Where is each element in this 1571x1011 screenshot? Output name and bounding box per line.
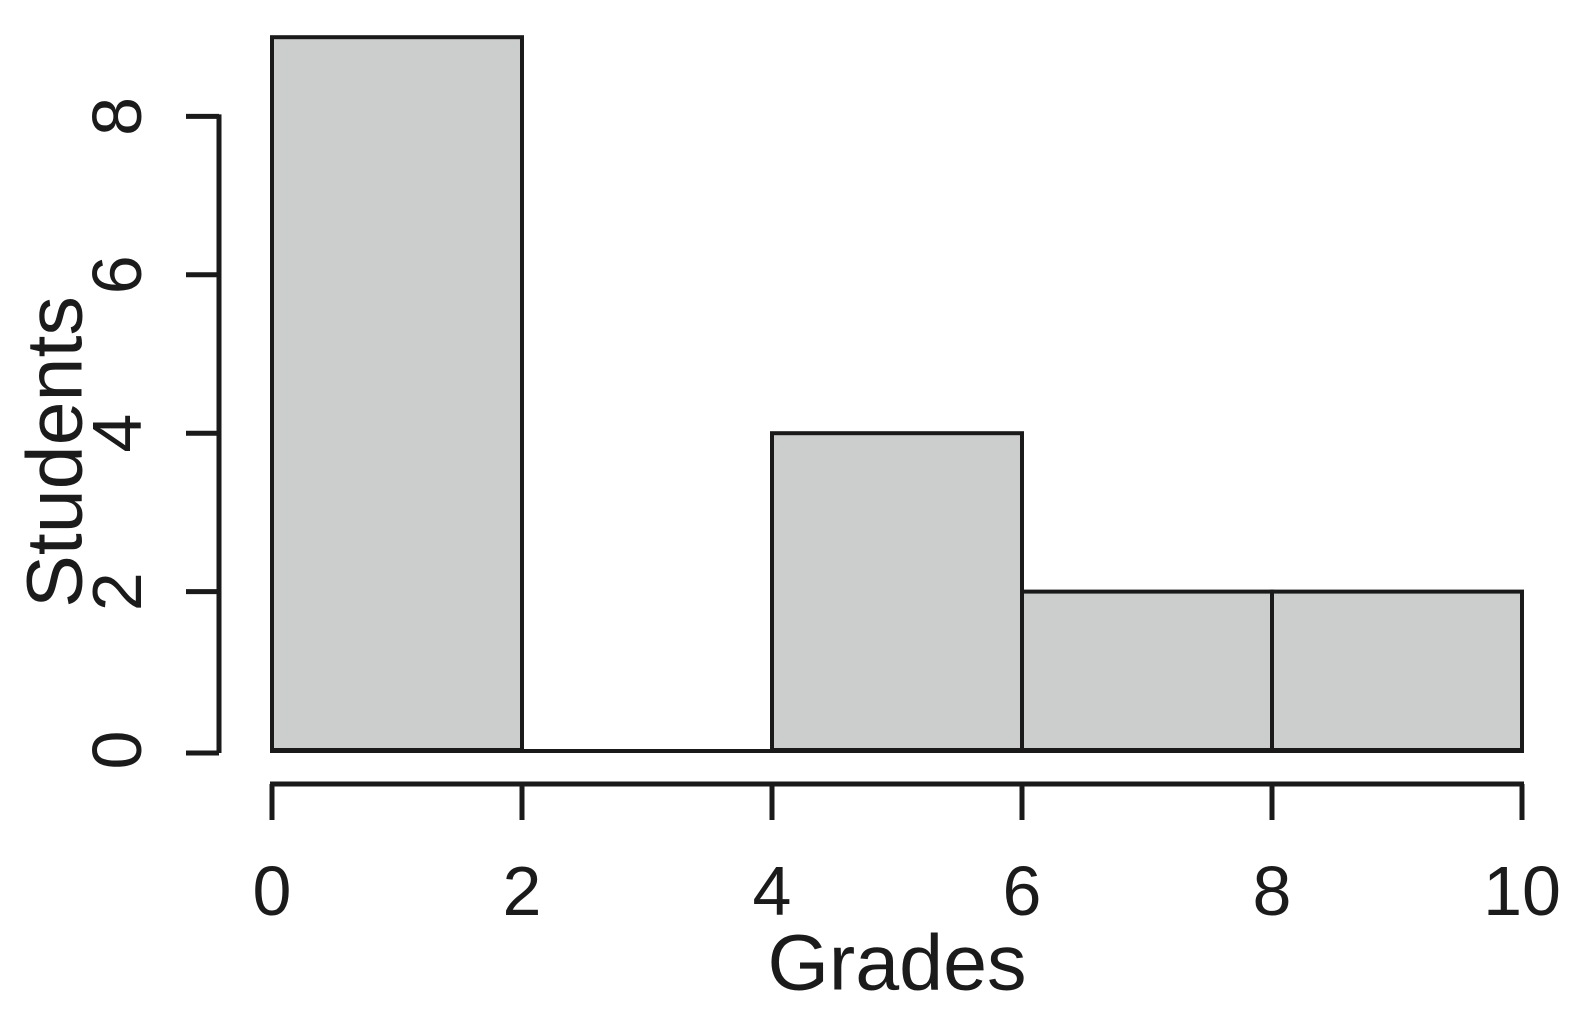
x-tick-label: 4 [753,852,792,930]
y-tick-label: 2 [78,572,156,611]
x-tick-label: 6 [1003,852,1042,930]
y-tick-label: 4 [78,414,156,453]
histogram-bar [1270,589,1524,752]
y-axis-title: Students [10,296,99,608]
histogram-bar [270,35,524,752]
x-axis-title: Grades [767,918,1026,1007]
y-tick-label: 0 [78,731,156,770]
x-tick-label: 0 [253,852,292,930]
y-axis: 0 2 4 6 8 [78,97,222,770]
x-tick-label: 8 [1253,852,1292,930]
histogram-bar [770,431,1024,752]
histogram-bar [1020,589,1274,752]
x-tick-label: 10 [1483,852,1561,930]
bars-group [270,35,1524,752]
x-axis: 0 2 4 6 8 10 [253,781,1561,930]
x-tick-label: 2 [503,852,542,930]
y-tick-label: 6 [78,255,156,294]
y-tick-label: 8 [78,97,156,136]
